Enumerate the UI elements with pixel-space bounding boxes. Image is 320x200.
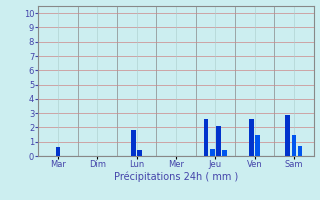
Bar: [255, 135, 260, 156]
Bar: [222, 150, 227, 156]
Bar: [298, 146, 302, 156]
Bar: [131, 130, 136, 156]
Bar: [216, 126, 221, 156]
Bar: [137, 150, 142, 156]
Bar: [56, 147, 60, 156]
Bar: [249, 119, 254, 156]
Bar: [292, 135, 296, 156]
Bar: [210, 149, 215, 156]
Bar: [285, 115, 290, 156]
Bar: [204, 119, 208, 156]
X-axis label: Précipitations 24h ( mm ): Précipitations 24h ( mm ): [114, 172, 238, 182]
